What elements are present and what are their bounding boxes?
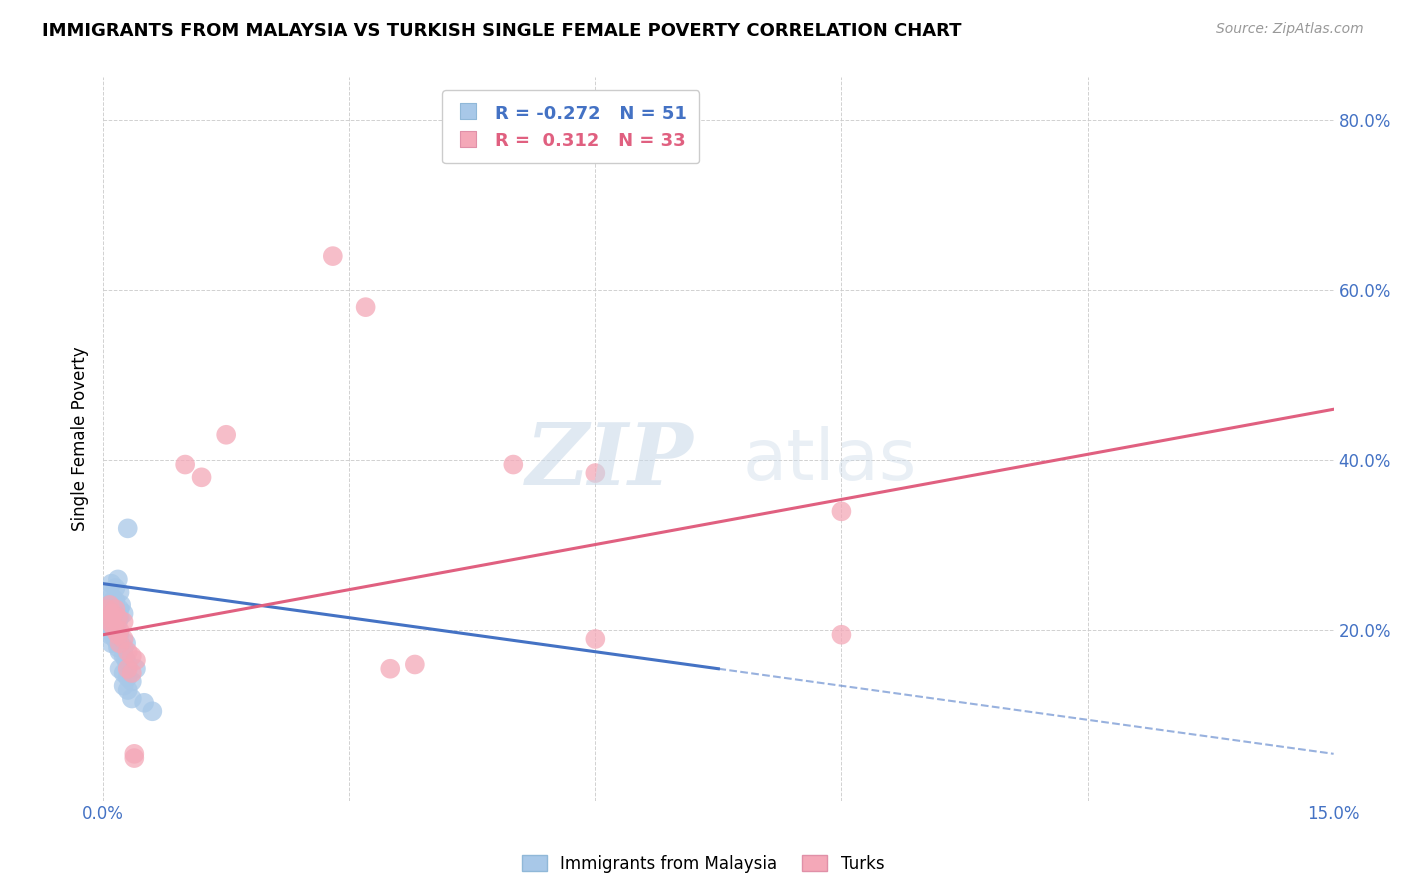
Point [107,610,129,624]
Point [117,662,139,676]
Point [101,619,124,633]
Text: ZIP: ZIP [526,419,693,502]
Point [502,458,524,472]
Point [125,653,148,667]
Point [107,573,129,587]
Point [107,628,129,642]
Point [174,458,197,472]
Point [354,300,377,314]
Point [112,632,135,646]
Point [121,665,143,680]
Point [124,747,146,761]
Point [98,615,121,629]
Point [404,657,426,672]
Point [141,704,163,718]
Point [115,636,138,650]
Point [117,657,139,672]
Y-axis label: Single Female Poverty: Single Female Poverty [72,347,89,532]
Point [215,427,238,442]
Point [96,602,118,616]
Point [100,636,122,650]
Text: Source: ZipAtlas.com: Source: ZipAtlas.com [1216,22,1364,37]
Point [112,607,135,621]
Legend: Immigrants from Malaysia, Turks: Immigrants from Malaysia, Turks [515,848,891,880]
Point [117,670,139,684]
Point [117,683,139,698]
Point [112,648,135,663]
Point [100,576,122,591]
Point [108,662,131,676]
Point [104,632,127,646]
Point [583,466,606,480]
Point [107,636,129,650]
Point [100,607,122,621]
Point [96,602,118,616]
Point [108,645,131,659]
Point [108,636,131,650]
Point [104,632,127,646]
Point [108,585,131,599]
Point [100,610,122,624]
Point [98,598,121,612]
Point [98,615,121,629]
Point [104,581,127,595]
Point [124,751,146,765]
Point [108,602,131,616]
Point [322,249,344,263]
Point [96,585,118,599]
Point [121,674,143,689]
Point [112,640,135,655]
Point [107,615,129,629]
Point [108,628,131,642]
Point [104,624,127,638]
Point [104,593,127,607]
Point [98,628,121,642]
Point [104,607,127,621]
Point [101,607,124,621]
Point [110,598,132,612]
Point [112,665,135,680]
Point [101,593,124,607]
Point [115,653,138,667]
Point [121,691,143,706]
Point [830,504,852,518]
Point [108,610,131,624]
Point [96,619,118,633]
Point [101,619,124,633]
Point [107,640,129,655]
Point [112,615,135,629]
Point [830,628,852,642]
Point [125,662,148,676]
Point [117,645,139,659]
Point [117,521,139,535]
Point [98,610,121,624]
Point [104,602,127,616]
Point [121,648,143,663]
Point [190,470,212,484]
Point [100,624,122,638]
Point [101,628,124,642]
Point [100,590,122,604]
Point [583,632,606,646]
Legend: R = -0.272   N = 51, R =  0.312   N = 33: R = -0.272 N = 51, R = 0.312 N = 33 [443,90,699,163]
Point [380,662,402,676]
Point [134,696,156,710]
Point [112,679,135,693]
Text: atlas: atlas [742,426,917,495]
Point [107,610,129,624]
Point [101,615,124,629]
Point [108,624,131,638]
Point [100,610,122,624]
Text: IMMIGRANTS FROM MALAYSIA VS TURKISH SINGLE FEMALE POVERTY CORRELATION CHART: IMMIGRANTS FROM MALAYSIA VS TURKISH SING… [42,22,962,40]
Point [104,624,127,638]
Point [98,598,121,612]
